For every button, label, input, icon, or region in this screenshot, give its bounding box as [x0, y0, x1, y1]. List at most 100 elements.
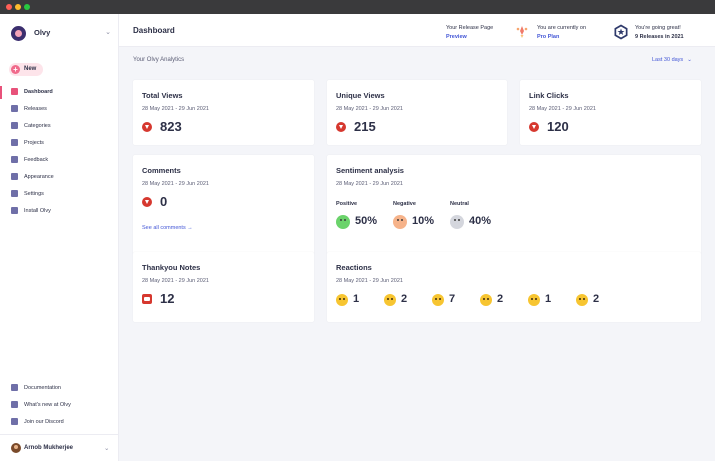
- footer-link-label: Documentation: [24, 385, 61, 391]
- see-all-comments-link[interactable]: See all comments →: [142, 225, 193, 231]
- reaction-count: 7: [449, 293, 456, 305]
- sentiment-label: Neutral: [450, 201, 469, 207]
- link-clicks-card: Link Clicks 28 May 2021 - 29 Jun 2021 12…: [520, 80, 701, 145]
- sidebar-item-releases[interactable]: Releases: [0, 101, 118, 118]
- card-date-range: 28 May 2021 - 29 Jun 2021: [336, 181, 403, 187]
- sentiment-card: Sentiment analysis 28 May 2021 - 29 Jun …: [327, 155, 701, 254]
- unique-views-card: Unique Views 28 May 2021 - 29 Jun 2021 2…: [327, 80, 507, 145]
- install-icon: [11, 207, 18, 214]
- whats-new-link[interactable]: What's new at Olvy: [0, 397, 118, 414]
- releases-icon: [11, 105, 18, 112]
- sidebar-item-appearance[interactable]: Appearance: [0, 169, 118, 186]
- chat-icon: [11, 156, 18, 163]
- sidebar-item-label: Releases: [24, 106, 47, 112]
- stat-value: 120: [547, 119, 569, 134]
- card-date-range: 28 May 2021 - 29 Jun 2021: [142, 278, 209, 284]
- sidebar-item-projects[interactable]: Projects: [0, 135, 118, 152]
- card-title: Reactions: [336, 263, 372, 272]
- date-range-select[interactable]: Last 30 days ⌄: [652, 57, 692, 63]
- sidebar-item-label: Install Olvy: [24, 208, 51, 214]
- stat-value: 823: [160, 119, 182, 134]
- release-page-block: Your Release Page Preview: [446, 24, 493, 42]
- smirk-face-icon: [432, 294, 444, 306]
- sentiment-value: 50%: [355, 215, 378, 227]
- discord-icon: [11, 418, 18, 425]
- card-date-range: 28 May 2021 - 29 Jun 2021: [142, 181, 209, 187]
- top-bar: Dashboard Your Release Page Preview You …: [119, 14, 715, 47]
- discord-link[interactable]: Join our Discord: [0, 414, 118, 431]
- card-title: Link Clicks: [529, 91, 569, 100]
- reaction-count: 2: [593, 293, 600, 305]
- party-face-icon: [480, 294, 492, 306]
- sidebar: Olvy ⌄ + New Dashboard Releases Categori…: [0, 14, 119, 461]
- sidebar-item-label: Categories: [24, 123, 51, 129]
- sentiment-label: Negative: [393, 201, 416, 207]
- page-title: Dashboard: [133, 26, 175, 35]
- thinking-face-icon: [384, 294, 396, 306]
- chevron-down-icon: ⌄: [687, 57, 692, 63]
- badge-star-icon: [614, 24, 628, 40]
- plan-block: You are currently on Pro Plan: [537, 24, 586, 42]
- thankyou-notes-card: Thankyou Notes 28 May 2021 - 29 Jun 2021…: [133, 252, 314, 322]
- trend-down-icon: [529, 122, 539, 132]
- sentiment-value: 10%: [412, 215, 435, 227]
- section-label: Your Olvy Analytics: [133, 57, 185, 63]
- trend-down-icon: [336, 122, 346, 132]
- projects-icon: [11, 139, 18, 146]
- wink-face-icon: [576, 294, 588, 306]
- preview-link[interactable]: Preview: [446, 34, 467, 40]
- comments-card: Comments 28 May 2021 - 29 Jun 2021 0 See…: [133, 155, 314, 254]
- documentation-link[interactable]: Documentation: [0, 380, 118, 397]
- sidebar-nav: Dashboard Releases Categories Projects F…: [0, 84, 118, 220]
- reaction-count: 2: [497, 293, 504, 305]
- stat-value: 215: [354, 119, 376, 134]
- card-date-range: 28 May 2021 - 29 Jun 2021: [336, 106, 403, 112]
- card-date-range: 28 May 2021 - 29 Jun 2021: [529, 106, 596, 112]
- footer-link-label: What's new at Olvy: [24, 402, 71, 408]
- olvy-logo-icon: [11, 26, 26, 41]
- release-page-label: Your Release Page: [446, 25, 494, 31]
- dashboard-icon: [11, 88, 18, 95]
- card-date-range: 28 May 2021 - 29 Jun 2021: [142, 106, 209, 112]
- window-titlebar: [0, 0, 715, 14]
- happy-face-icon: [336, 215, 350, 229]
- neutral-face-icon: [450, 215, 464, 229]
- card-title: Total Views: [142, 91, 183, 100]
- chevron-down-icon: ⌄: [104, 445, 110, 452]
- reaction-count: 1: [545, 293, 552, 305]
- plan-label: You are currently on: [537, 25, 587, 31]
- card-title: Comments: [142, 166, 181, 175]
- sidebar-item-dashboard[interactable]: Dashboard: [0, 84, 118, 101]
- plus-icon: +: [11, 65, 20, 74]
- main-content: Dashboard Your Release Page Preview You …: [119, 14, 715, 461]
- user-menu[interactable]: Arnob Mukherjee ⌄: [0, 434, 118, 461]
- reactions-card: Reactions 28 May 2021 - 29 Jun 2021 1 2 …: [327, 252, 701, 322]
- pro-plan-link[interactable]: Pro Plan: [537, 34, 560, 40]
- sidebar-footer-links: Documentation What's new at Olvy Join ou…: [0, 380, 118, 431]
- sidebar-item-categories[interactable]: Categories: [0, 118, 118, 135]
- date-range-label: Last 30 days: [652, 57, 684, 63]
- trend-down-icon: [142, 197, 152, 207]
- status-label: You're going great!: [635, 25, 681, 31]
- sidebar-item-label: Settings: [24, 191, 44, 197]
- card-title: Unique Views: [336, 91, 385, 100]
- workspace-switcher[interactable]: Olvy ⌄: [11, 26, 111, 42]
- card-title: Sentiment analysis: [336, 166, 404, 175]
- sidebar-item-feedback[interactable]: Feedback: [0, 152, 118, 169]
- sentiment-value: 40%: [469, 215, 492, 227]
- minimize-window-icon[interactable]: [15, 4, 21, 10]
- sidebar-item-label: Projects: [24, 140, 44, 146]
- maximize-window-icon[interactable]: [24, 4, 30, 10]
- rocket-icon: [516, 26, 528, 38]
- new-button[interactable]: + New: [9, 63, 43, 76]
- close-window-icon[interactable]: [6, 4, 12, 10]
- status-block: You're going great! 9 Releases in 2021: [635, 24, 684, 42]
- new-button-label: New: [24, 66, 37, 72]
- sidebar-item-install-olvy[interactable]: Install Olvy: [0, 203, 118, 220]
- sidebar-item-settings[interactable]: Settings: [0, 186, 118, 203]
- avatar: [11, 443, 21, 453]
- brand-name: Olvy: [34, 28, 51, 37]
- tag-icon: [11, 122, 18, 129]
- total-views-card: Total Views 28 May 2021 - 29 Jun 2021 82…: [133, 80, 314, 145]
- sidebar-item-label: Appearance: [24, 174, 54, 180]
